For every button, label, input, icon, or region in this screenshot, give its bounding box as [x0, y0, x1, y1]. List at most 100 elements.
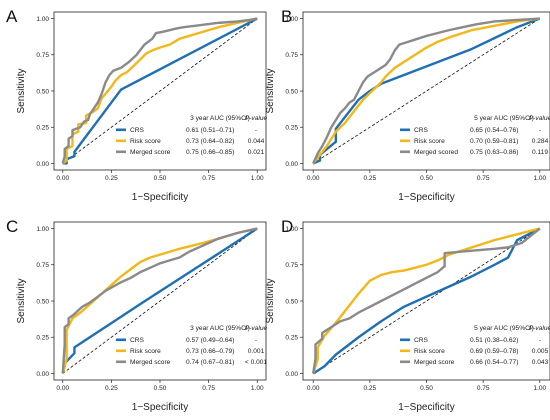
x-tick-label: 1.00: [533, 175, 546, 182]
roc-panel-b: B 0.00 0.00 0.25 0.25 0.50 0.50 0.75 0.75 1.00 1.0…: [265, 7, 550, 203]
legend-auc-value: 0.73 (0.66–0.79): [186, 348, 234, 355]
legend-series-name: CRS: [130, 337, 145, 344]
y-tick-label: 1.00: [36, 16, 49, 23]
legend-series-name: Risk score: [130, 348, 161, 355]
x-tick-label: 0.25: [105, 175, 118, 182]
legend-p-value: -: [255, 337, 257, 344]
legend-p-value: -: [255, 127, 257, 134]
legend-p-value: 0.043: [532, 359, 549, 366]
x-tick-label: 0.75: [477, 385, 490, 392]
x-tick-label: 0.50: [154, 175, 167, 182]
legend-auc-value: 0.61 (0.51–0.71): [186, 127, 234, 134]
roc-curve-risk-score: [62, 17, 258, 165]
y-tick-label: 0.50: [285, 88, 298, 95]
y-tick-label: 0.50: [36, 298, 49, 305]
legend-header-auc: 5 year AUC (95%CI): [474, 115, 534, 122]
legend-p-value: 0.001: [248, 348, 265, 355]
roc-curve-risk-score: [312, 17, 540, 165]
legend-header-p: P-value: [245, 115, 268, 122]
y-tick-label: 0.75: [285, 262, 298, 269]
y-axis-title: Sensitivity: [16, 278, 27, 323]
legend-series-name: CRS: [414, 127, 429, 134]
legend-series-name: Risk score: [414, 348, 445, 355]
x-tick-label: 0.25: [364, 175, 377, 182]
legend-auc-value: 0.75 (0.66–0.85): [186, 149, 234, 156]
roc-panel-a: A 0.00 0.00 0.25 0.25 0.50 0.50 0.75 0.75 1.00 1.0…: [6, 7, 268, 203]
panel-letter: C: [6, 217, 18, 236]
y-tick-label: 0.75: [36, 52, 49, 59]
panel-letter: B: [281, 7, 292, 26]
legend-auc-value: 0.70 (0.59–0.81): [470, 138, 518, 145]
y-tick-label: 0.50: [285, 298, 298, 305]
x-axis-title: 1−Specificity: [132, 192, 188, 203]
x-tick-label: 0.50: [154, 385, 167, 392]
roc-panel-c: C 0.00 0.00 0.25 0.25 0.50 0.50 0.75 0.75 1.00 1.0…: [6, 217, 268, 413]
legend-header-auc: 3 year AUC (95%CI): [190, 325, 250, 332]
legend-auc-value: 0.74 (0.67–0.81): [186, 359, 234, 366]
y-tick-label: 0.25: [285, 125, 298, 132]
reference-diagonal: [62, 18, 258, 164]
y-tick-label: 0.25: [285, 335, 298, 342]
x-tick-label: 0.75: [202, 385, 215, 392]
legend-header-auc: 3 year AUC (95%CI): [190, 115, 250, 122]
legend-series-name: CRS: [130, 127, 145, 134]
y-axis-title: Sensitivity: [265, 278, 276, 323]
roc-curve-risk-score: [61, 227, 258, 374]
legend-p-value: < 0.001: [245, 359, 268, 366]
y-tick-label: 0.75: [285, 52, 298, 59]
legend-series-name: Risk score: [130, 138, 161, 145]
roc-curve-risk-score: [312, 227, 541, 374]
y-tick-label: 1.00: [36, 226, 49, 233]
legend-p-value: 0.021: [248, 149, 265, 156]
legend-series-name: Risk score: [414, 138, 445, 145]
legend-auc-value: 0.73 (0.64–0.82): [186, 138, 234, 145]
legend-p-value: 0.284: [532, 138, 549, 145]
roc-panel-d: D 0.00 0.00 0.25 0.25 0.50 0.50 0.75 0.75 1.00 1.0…: [265, 217, 550, 413]
roc-curve-merged-scored: [312, 17, 540, 164]
legend-series-name: Merged score: [414, 359, 455, 366]
legend-p-value: -: [539, 127, 541, 134]
y-tick-label: 1.00: [285, 16, 298, 23]
legend-auc-value: 0.57 (0.49–0.64): [186, 337, 234, 344]
roc-curve-crs: [62, 17, 258, 165]
y-tick-label: 0.00: [36, 371, 49, 378]
x-tick-label: 0.75: [477, 175, 490, 182]
x-axis-title: 1−Specificity: [398, 192, 454, 203]
y-tick-label: 0.25: [36, 125, 49, 132]
x-tick-label: 0.50: [420, 385, 433, 392]
roc-curve-merged-score: [61, 17, 258, 164]
legend-series-name: Merged score: [130, 359, 171, 366]
y-tick-label: 0.75: [36, 262, 49, 269]
legend-auc-value: 0.65 (0.54–0.76): [470, 127, 518, 134]
y-tick-label: 0.50: [36, 88, 49, 95]
legend-auc-value: 0.66 (0.54–0.77): [470, 359, 518, 366]
legend-p-value: 0.044: [248, 138, 265, 145]
x-tick-label: 1.00: [533, 385, 546, 392]
legend-p-value: 0.119: [532, 149, 548, 156]
legend-series-name: Merged scored: [414, 149, 458, 156]
legend-auc-value: 0.75 (0.63–0.86): [470, 149, 518, 156]
legend-header-p: P-value: [245, 325, 268, 332]
x-tick-label: 0.75: [202, 175, 215, 182]
x-axis-title: 1−Specificity: [132, 402, 188, 413]
panel-letter: D: [281, 217, 293, 236]
y-axis-title: Sensitivity: [16, 68, 27, 113]
legend-series-name: CRS: [414, 337, 429, 344]
panel-letter: A: [6, 7, 18, 26]
roc-curve-crs: [312, 227, 541, 375]
x-tick-label: 1.00: [251, 385, 264, 392]
legend-header-p: P-value: [529, 325, 550, 332]
legend-auc-value: 0.51 (0.38–0.62): [470, 337, 518, 344]
x-tick-label: 0.50: [420, 175, 433, 182]
x-tick-label: 0.00: [56, 175, 69, 182]
reference-diagonal: [62, 228, 258, 374]
x-axis-title: 1−Specificity: [398, 402, 454, 413]
legend-header-auc: 5 year AUC (95%CI): [474, 325, 534, 332]
y-tick-label: 0.00: [36, 161, 49, 168]
x-tick-label: 0.00: [307, 175, 320, 182]
legend-p-value: 0.005: [532, 348, 549, 355]
x-tick-label: 0.00: [307, 385, 320, 392]
y-tick-label: 0.00: [285, 161, 298, 168]
roc-curve-merged-score: [312, 227, 541, 374]
y-tick-label: 0.00: [285, 371, 298, 378]
